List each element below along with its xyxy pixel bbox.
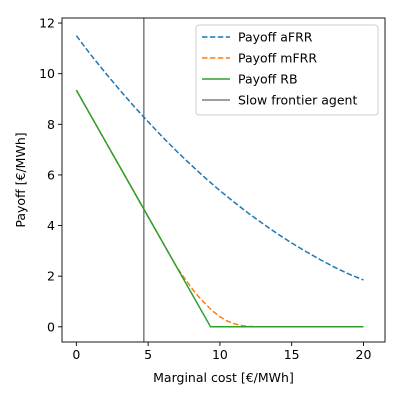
x-tick-label: 15 (284, 347, 300, 362)
series-payoff-mfrr (75, 89, 364, 328)
y-tick-label: 0 (47, 319, 55, 334)
y-tick-label: 12 (39, 16, 55, 31)
legend-label: Payoff mFRR (238, 51, 317, 66)
x-tick-label: 5 (144, 347, 152, 362)
series-payoff-afrr (75, 35, 364, 281)
y-tick-label: 8 (47, 117, 55, 132)
legend-box (195, 24, 379, 116)
x-axis: 0 5 10 15 20 (72, 342, 371, 362)
plot-frame (61, 17, 386, 343)
y-tick-label: 2 (47, 269, 55, 284)
x-tick-label: 10 (212, 347, 228, 362)
series-layer (75, 35, 364, 328)
series-payoff-rb (75, 89, 364, 328)
x-tick-label: 20 (356, 347, 372, 362)
x-tick-label: 0 (72, 347, 80, 362)
x-axis-label: Marginal cost [€/MWh] (153, 370, 294, 385)
legend-label: Slow frontier agent (238, 93, 357, 108)
y-tick-label: 6 (47, 167, 55, 182)
y-tick-label: 10 (39, 66, 55, 81)
legend-label: Payoff RB (238, 72, 298, 87)
y-axis: 0 2 4 6 8 10 12 (39, 16, 62, 334)
y-tick-label: 4 (47, 218, 55, 233)
legend-label: Payoff aFRR (238, 30, 313, 45)
legend: Payoff aFRR Payoff mFRR Payoff RB Slow fron… (195, 24, 379, 116)
y-axis-label: Payoff [€/MWh] (13, 132, 28, 227)
